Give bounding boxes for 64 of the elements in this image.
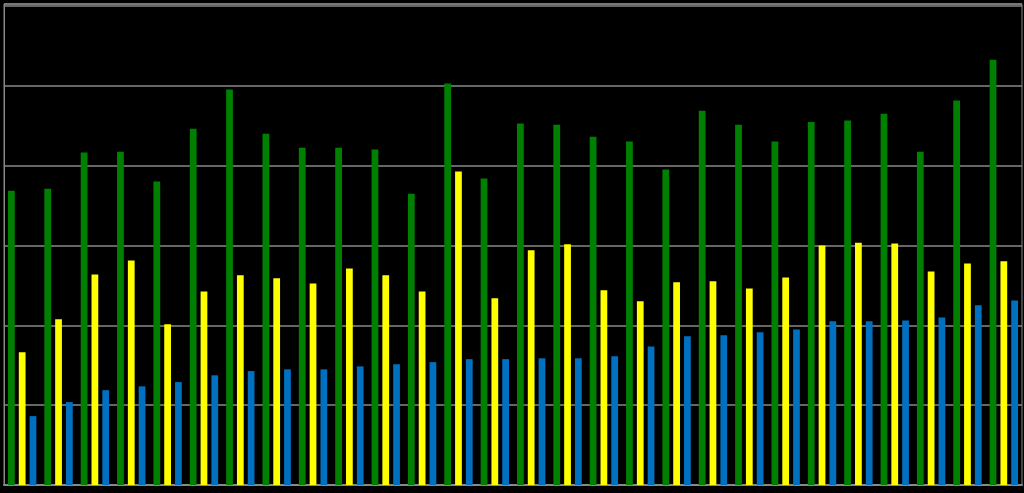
bar (346, 268, 353, 485)
bar (226, 89, 233, 485)
bar (65, 402, 73, 485)
bar (662, 169, 670, 485)
bar (865, 321, 873, 485)
bar (636, 301, 644, 485)
bar (262, 133, 270, 485)
bar (684, 336, 691, 485)
bar (902, 320, 909, 485)
bar (55, 319, 62, 485)
bar (855, 242, 862, 485)
bar (517, 123, 524, 485)
bar (444, 83, 452, 485)
bar (491, 298, 499, 485)
bar (164, 324, 171, 485)
bar (807, 121, 815, 485)
bar (8, 190, 15, 485)
bar (756, 332, 764, 485)
bar (236, 275, 244, 485)
bar (117, 151, 124, 485)
bar (771, 141, 779, 485)
bar (673, 282, 680, 485)
bar (793, 329, 800, 485)
bar (564, 244, 571, 485)
bar (974, 305, 982, 485)
bar (298, 147, 306, 485)
bar (153, 181, 161, 485)
bar (1011, 300, 1018, 485)
bar (745, 288, 753, 485)
bar (465, 359, 473, 485)
bar (611, 356, 619, 485)
bar (916, 151, 924, 485)
bar (574, 358, 582, 485)
bar (553, 124, 561, 485)
bar (720, 335, 728, 485)
bar (273, 278, 281, 485)
bar (626, 141, 633, 485)
bar (527, 250, 535, 485)
bar (844, 120, 851, 485)
bar (18, 352, 26, 485)
bar (175, 382, 182, 485)
bar (782, 277, 790, 485)
bar (964, 263, 971, 485)
bar (829, 321, 837, 485)
bar (211, 375, 219, 485)
bar (102, 390, 110, 485)
bar (335, 147, 342, 485)
bar (382, 275, 390, 485)
bar (189, 128, 197, 485)
bar (698, 110, 706, 485)
bar (455, 171, 462, 485)
bar (407, 193, 415, 485)
bar (247, 371, 255, 485)
bar (284, 369, 291, 485)
bar (127, 260, 135, 485)
bar (953, 100, 961, 485)
bar (735, 124, 742, 485)
bar (44, 188, 52, 485)
bar (502, 359, 509, 485)
bar (393, 364, 400, 485)
bar (356, 366, 364, 485)
bar (891, 243, 899, 485)
bar (1000, 261, 1008, 485)
bar (320, 369, 328, 485)
